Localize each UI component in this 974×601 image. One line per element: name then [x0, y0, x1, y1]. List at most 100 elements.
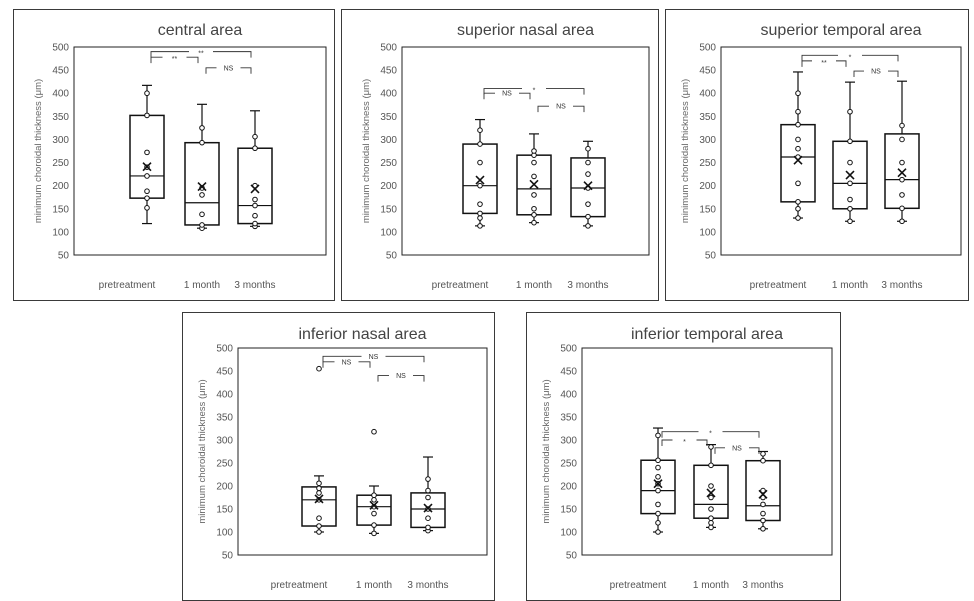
- data-point: [795, 90, 801, 97]
- y-tick-label: 150: [52, 204, 69, 215]
- data-point: [144, 90, 150, 97]
- y-tick-label: 100: [560, 528, 577, 539]
- y-tick-label: 200: [216, 482, 233, 493]
- data-point: [477, 223, 483, 229]
- x-tick-label: 3 months: [407, 580, 448, 591]
- data-point: [708, 462, 714, 469]
- y-tick-label: 400: [216, 390, 233, 401]
- y-tick-label: 250: [699, 158, 716, 169]
- chart-panel-superior-temporal: superior temporal area 50 100 150 200 250 300 3…: [665, 9, 969, 301]
- mean-marker: [250, 184, 260, 194]
- data-point: [425, 476, 431, 482]
- data-point: [316, 480, 322, 487]
- x-tick-label: 3 months: [881, 280, 922, 291]
- mean-marker: [706, 488, 716, 498]
- data-point: [760, 487, 766, 494]
- mean-marker: [423, 503, 433, 513]
- data-point: [144, 188, 150, 195]
- mean-marker-stroke: [897, 168, 907, 178]
- data-point: [899, 205, 905, 212]
- significance-bracket: **: [150, 51, 252, 58]
- box-1: [832, 81, 868, 225]
- data-point: [795, 215, 801, 221]
- y-axis-label: minimum choroidal thickness (μm): [541, 379, 552, 523]
- bracket-line: [661, 439, 708, 446]
- data-point: [847, 159, 853, 166]
- data-point: [847, 138, 853, 145]
- data-point: [531, 192, 537, 198]
- significance-bracket: **: [150, 56, 199, 64]
- x-tick-label: pretreatment: [750, 280, 807, 291]
- data-point: [531, 219, 537, 226]
- chart-title: inferior nasal area: [298, 326, 426, 343]
- bracket-label: NS: [224, 65, 234, 72]
- data-point: [708, 515, 714, 521]
- bracket-label: NS: [396, 373, 406, 380]
- data-point: [199, 192, 205, 198]
- data-point: [425, 515, 431, 521]
- box-0: [129, 84, 165, 225]
- data-point: [847, 218, 853, 225]
- mean-marker-stroke: [197, 182, 207, 192]
- significance-bracket: NS: [483, 91, 531, 100]
- box-2: [884, 80, 920, 225]
- data-point: [760, 451, 766, 457]
- y-tick-label: 300: [380, 135, 397, 146]
- x-tick-label: pretreatment: [99, 280, 156, 291]
- bracket-line: [801, 54, 899, 62]
- y-tick-label: 150: [216, 505, 233, 516]
- data-point: [252, 145, 258, 152]
- y-tick-label: 150: [380, 204, 397, 215]
- data-point: [708, 444, 714, 450]
- chart-panel-inferior-temporal: inferior temporal area 50 100 150 200 250 300 3…: [526, 312, 841, 601]
- mean-marker: [897, 168, 907, 178]
- data-point: [760, 517, 766, 524]
- mean-marker-stroke: [142, 162, 152, 172]
- data-point: [477, 127, 483, 133]
- bracket-label: *: [683, 439, 686, 446]
- data-point: [795, 180, 801, 187]
- data-point: [655, 510, 661, 517]
- x-tick-label: 1 month: [356, 580, 392, 591]
- significance-bracket: NS: [714, 445, 760, 454]
- y-tick-label: 250: [216, 459, 233, 470]
- box-iqr: [129, 114, 165, 199]
- x-tick-label: 1 month: [184, 280, 220, 291]
- significance-bracket: NS: [377, 373, 425, 382]
- y-tick-label: 450: [699, 66, 716, 77]
- bracket-label: NS: [342, 359, 352, 366]
- data-point: [144, 112, 150, 119]
- box-1: [184, 103, 220, 231]
- box-0: [780, 71, 816, 221]
- box-1: [356, 428, 392, 537]
- data-point: [371, 428, 377, 435]
- bracket-label: NS: [369, 354, 379, 361]
- y-tick-label: 200: [380, 181, 397, 192]
- data-point: [425, 524, 431, 531]
- x-tick-label: 3 months: [567, 280, 608, 291]
- chart-svg-superior-nasal: superior nasal area 50 100 150 200 250 300 350 4…: [361, 22, 650, 291]
- data-point: [371, 522, 377, 528]
- data-point: [477, 182, 483, 189]
- y-tick-label: 150: [560, 505, 577, 516]
- mean-marker: [653, 479, 663, 489]
- y-axis-label: minimum choroidal thickness (μm): [680, 79, 691, 223]
- x-tick-label: 3 months: [742, 580, 783, 591]
- y-tick-label: 200: [560, 482, 577, 493]
- bracket-label: NS: [732, 445, 742, 452]
- mean-marker-stroke: [793, 155, 803, 165]
- mean-marker: [314, 494, 324, 504]
- data-point: [760, 457, 766, 464]
- data-point: [316, 515, 322, 521]
- mean-marker-stroke: [529, 179, 539, 189]
- data-point: [316, 365, 322, 372]
- data-point: [655, 432, 661, 439]
- box-2: [237, 110, 273, 230]
- bracket-line: [853, 70, 899, 78]
- y-tick-label: 450: [560, 367, 577, 378]
- significance-bracket: NS: [322, 359, 371, 368]
- bracket-line: [714, 447, 760, 454]
- data-point: [795, 108, 801, 115]
- data-point: [655, 487, 661, 494]
- x-tick-label: pretreatment: [271, 580, 328, 591]
